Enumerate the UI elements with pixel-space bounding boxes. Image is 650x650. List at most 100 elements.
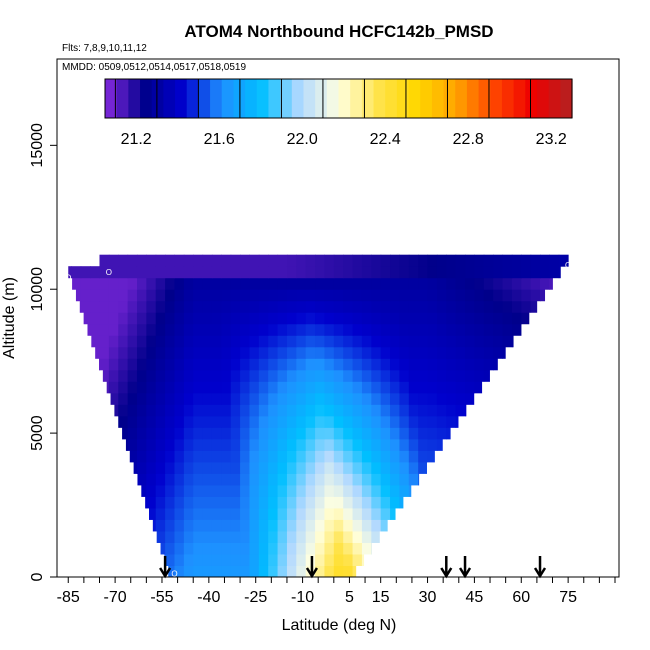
heatmap-cell bbox=[249, 530, 260, 543]
heatmap-cell bbox=[258, 461, 269, 474]
x-tick-label: -40 bbox=[197, 589, 220, 606]
heatmap-cell bbox=[211, 484, 222, 497]
heatmap-cell bbox=[371, 542, 372, 555]
heatmap-cell bbox=[165, 266, 175, 279]
heatmap-cell bbox=[240, 346, 250, 359]
profile-marker: O bbox=[171, 570, 177, 579]
heatmap-cell bbox=[91, 335, 100, 348]
heatmap-cell bbox=[315, 312, 325, 325]
colorbar-swatch bbox=[443, 79, 456, 118]
heatmap-cell bbox=[268, 254, 279, 267]
heatmap-cell bbox=[399, 289, 410, 302]
heatmap-cell bbox=[371, 358, 382, 371]
heatmap-cell bbox=[211, 392, 222, 405]
colorbar-swatch bbox=[466, 79, 480, 118]
heatmap-cell bbox=[305, 254, 316, 267]
heatmap-cell bbox=[371, 369, 382, 382]
colorbar-swatch bbox=[525, 79, 538, 118]
heatmap-cell bbox=[315, 277, 325, 290]
heatmap-cell bbox=[136, 323, 147, 336]
heatmap-cell bbox=[165, 254, 175, 267]
heatmap-cell bbox=[352, 484, 363, 497]
heatmap-cell bbox=[343, 565, 354, 578]
y-tick-label: 5000 bbox=[29, 415, 46, 451]
heatmap-cells bbox=[68, 254, 569, 578]
heatmap-cell bbox=[343, 438, 354, 451]
heatmap-cell bbox=[127, 300, 138, 313]
heatmap-cell bbox=[315, 496, 325, 509]
heatmap-cell bbox=[530, 300, 538, 313]
heatmap-cell bbox=[146, 277, 157, 290]
heatmap-cell bbox=[165, 312, 175, 325]
heatmap-cell bbox=[343, 277, 354, 290]
heatmap-cell bbox=[333, 415, 344, 428]
heatmap-cell bbox=[258, 404, 269, 417]
heatmap-cell bbox=[268, 312, 279, 325]
heatmap-cell bbox=[183, 530, 194, 543]
heatmap-cell bbox=[277, 300, 288, 313]
heatmap-cell bbox=[193, 369, 204, 382]
heatmap-cell bbox=[174, 335, 185, 348]
heatmap-cell bbox=[221, 358, 232, 371]
heatmap-cell bbox=[361, 519, 372, 532]
heatmap-cell bbox=[118, 381, 129, 394]
x-tick-label: 30 bbox=[419, 589, 437, 606]
heatmap-cell bbox=[324, 450, 335, 463]
heatmap-cell bbox=[361, 323, 372, 336]
heatmap-cell bbox=[315, 565, 325, 578]
heatmap-cell bbox=[277, 565, 288, 578]
heatmap-cell bbox=[249, 277, 260, 290]
heatmap-cell bbox=[174, 323, 185, 336]
heatmap-cell bbox=[268, 496, 279, 509]
heatmap-cell bbox=[277, 369, 288, 382]
heatmap-cell bbox=[380, 450, 391, 463]
heatmap-cell bbox=[136, 369, 147, 382]
heatmap-cell bbox=[408, 277, 419, 290]
heatmap-cell bbox=[315, 323, 325, 336]
heatmap-cell bbox=[268, 404, 279, 417]
heatmap-cell bbox=[136, 300, 147, 313]
heatmap-cell bbox=[371, 277, 382, 290]
heatmap-cell bbox=[193, 427, 204, 440]
heatmap-cell bbox=[455, 346, 466, 359]
heatmap-cell bbox=[277, 415, 288, 428]
heatmap-cell bbox=[455, 277, 466, 290]
heatmap-cell bbox=[72, 277, 82, 290]
heatmap-cell bbox=[296, 254, 307, 267]
heatmap-cell bbox=[230, 438, 241, 451]
heatmap-cell bbox=[99, 254, 110, 267]
heatmap-cell bbox=[202, 553, 213, 566]
heatmap-cell bbox=[146, 346, 157, 359]
colorbar-tick-label: 22.4 bbox=[370, 131, 401, 148]
heatmap-cell bbox=[240, 542, 250, 555]
heatmap-cell bbox=[286, 461, 297, 474]
heatmap-cell bbox=[446, 323, 457, 336]
heatmap-cell bbox=[474, 369, 485, 382]
heatmap-cell bbox=[277, 266, 288, 279]
heatmap-cell bbox=[240, 530, 250, 543]
heatmap-cell bbox=[277, 335, 288, 348]
heatmap-cell bbox=[333, 461, 344, 474]
heatmap-cell bbox=[427, 277, 438, 290]
heatmap-cell bbox=[230, 553, 241, 566]
heatmap-cell bbox=[286, 277, 297, 290]
heatmap-cell bbox=[343, 392, 354, 405]
colorbar-swatch bbox=[548, 79, 561, 118]
heatmap-cell bbox=[183, 461, 194, 474]
heatmap-cell bbox=[230, 254, 241, 267]
heatmap-cell bbox=[136, 392, 147, 405]
heatmap-cell bbox=[258, 335, 269, 348]
x-axis-ticks: -85 -70 -55 -40 -25 -10 5 15 30 45 60 75 bbox=[57, 577, 616, 606]
heatmap-cell bbox=[390, 438, 400, 451]
heatmap-cell bbox=[165, 404, 175, 417]
colorbar: 21.2 21.6 22.0 22.4 22.8 23.2 bbox=[104, 78, 573, 148]
heatmap-cell bbox=[258, 369, 269, 382]
heatmap-cell bbox=[493, 266, 504, 279]
heatmap-cell bbox=[183, 542, 194, 555]
heatmap-cell bbox=[343, 415, 354, 428]
heatmap-cell bbox=[258, 519, 269, 532]
heatmap-cell bbox=[118, 404, 129, 417]
heatmap-cell bbox=[136, 450, 147, 463]
heatmap-cell bbox=[286, 404, 297, 417]
heatmap-cell bbox=[352, 254, 363, 267]
